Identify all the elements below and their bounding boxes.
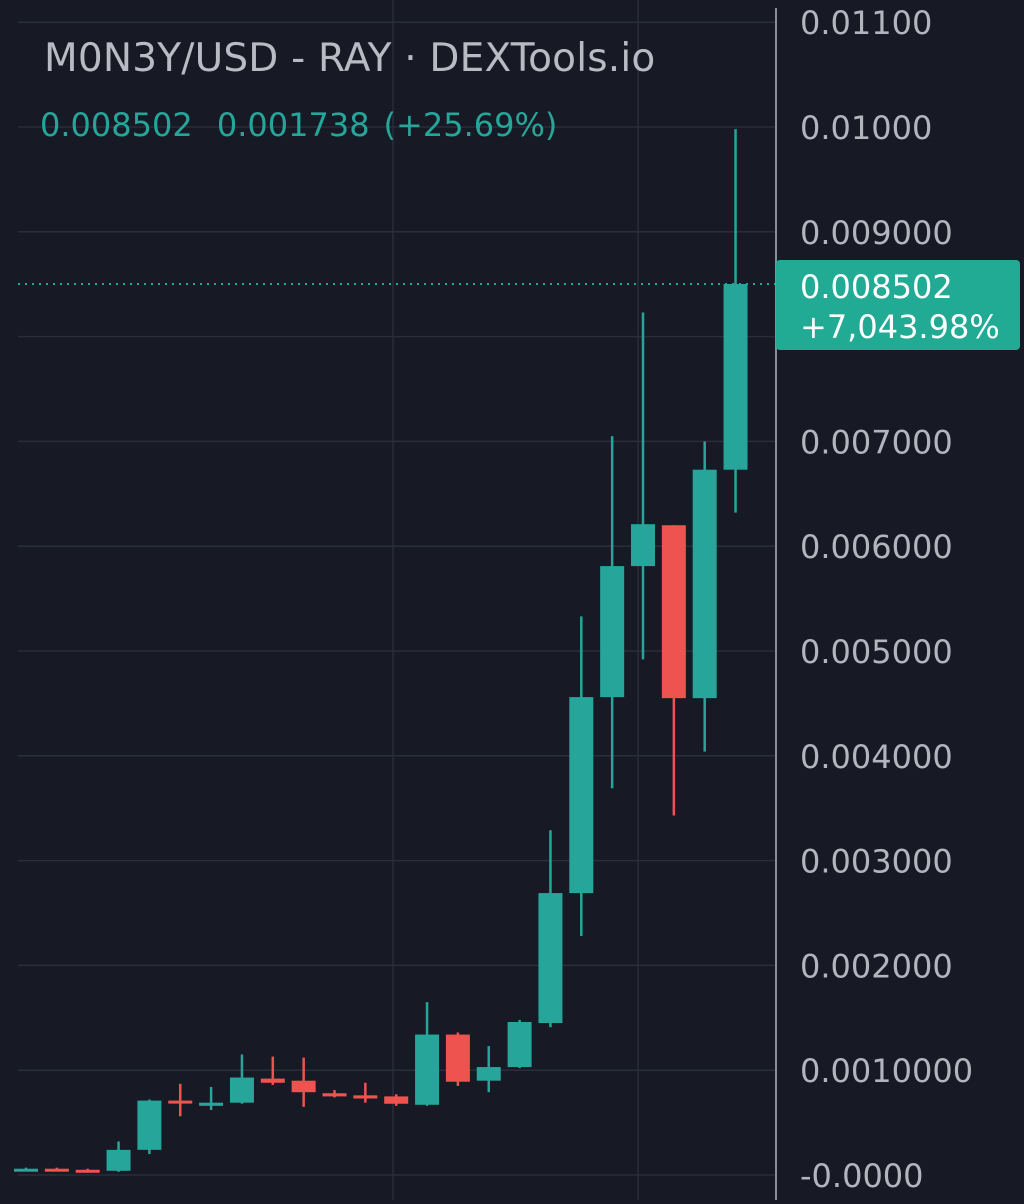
candle-body bbox=[538, 893, 563, 1024]
candle-body bbox=[384, 1096, 409, 1104]
y-tick-label: 0.003000 bbox=[800, 843, 953, 881]
price-legend: 0.008502 0.001738 (+25.69%) bbox=[40, 106, 571, 144]
candle bbox=[106, 1141, 131, 1172]
candle bbox=[538, 830, 563, 1028]
candle-body bbox=[168, 1100, 193, 1104]
candle bbox=[229, 1054, 254, 1104]
candle-body bbox=[14, 1168, 38, 1172]
candle bbox=[322, 1090, 347, 1098]
candle-body bbox=[106, 1149, 131, 1171]
price-axis: 0.01100 0.01000 0.009000 0.007000 0.006000 0.… bbox=[775, 4, 1020, 1200]
candle bbox=[445, 1032, 470, 1086]
y-tick-label: 0.005000 bbox=[800, 633, 953, 671]
candle bbox=[260, 1056, 285, 1085]
candle bbox=[723, 129, 748, 513]
candle bbox=[44, 1167, 69, 1172]
candle-body bbox=[661, 525, 686, 699]
candle bbox=[291, 1057, 316, 1107]
candle-body bbox=[75, 1169, 100, 1173]
chart-title: M0N3Y/USD - RAY · DEXTools.io bbox=[44, 36, 656, 81]
legend-change-percent: (+25.69%) bbox=[383, 106, 558, 144]
candle bbox=[14, 1167, 38, 1172]
last-price-tag-change: +7,043.98% bbox=[800, 308, 1000, 346]
candle bbox=[692, 441, 717, 752]
legend-last-price: 0.008502 bbox=[40, 106, 193, 144]
candle bbox=[168, 1083, 193, 1117]
candle bbox=[75, 1168, 100, 1173]
candle-body bbox=[415, 1034, 440, 1105]
last-price-tag-value: 0.008502 bbox=[800, 268, 953, 306]
candle-body bbox=[507, 1021, 532, 1068]
candle-body bbox=[600, 566, 625, 698]
y-tick-label: 0.007000 bbox=[800, 423, 953, 461]
candle bbox=[507, 1019, 532, 1069]
y-tick-label: 0.01100 bbox=[800, 4, 932, 42]
y-tick-label: 0.009000 bbox=[800, 214, 953, 252]
legend-change: 0.001738 bbox=[216, 106, 370, 144]
candle-body bbox=[291, 1080, 316, 1093]
candle-body bbox=[569, 697, 594, 894]
candle-body bbox=[199, 1102, 224, 1106]
y-tick-label: 0.004000 bbox=[800, 738, 953, 776]
candle-body bbox=[445, 1034, 470, 1082]
candle bbox=[661, 525, 686, 816]
candle bbox=[476, 1046, 501, 1093]
candle-body bbox=[476, 1067, 501, 1081]
candle-body bbox=[692, 469, 717, 699]
candle-body bbox=[260, 1078, 285, 1083]
y-tick-label: -0.0000 bbox=[800, 1157, 924, 1195]
candle bbox=[199, 1086, 224, 1111]
candle-body bbox=[723, 283, 748, 470]
grid-layer bbox=[18, 0, 776, 1200]
candle bbox=[631, 312, 655, 660]
candle-body bbox=[44, 1168, 69, 1172]
y-tick-label: 0.006000 bbox=[800, 528, 953, 566]
candle bbox=[415, 1002, 440, 1106]
candle bbox=[353, 1082, 378, 1103]
candle-body bbox=[322, 1093, 347, 1097]
candle-body bbox=[353, 1095, 378, 1099]
candle-body bbox=[229, 1077, 254, 1103]
candle-body bbox=[631, 524, 655, 567]
y-tick-label: 0.002000 bbox=[800, 947, 953, 985]
candles-layer bbox=[14, 129, 748, 1173]
candle bbox=[600, 436, 625, 789]
candle bbox=[384, 1094, 409, 1106]
candle bbox=[137, 1099, 162, 1155]
y-tick-label: 0.01000 bbox=[800, 109, 932, 147]
last-price-tag bbox=[776, 259, 1020, 350]
candle-body bbox=[137, 1100, 162, 1150]
candle bbox=[569, 616, 594, 937]
y-tick-label: 0.0010000 bbox=[800, 1052, 973, 1090]
